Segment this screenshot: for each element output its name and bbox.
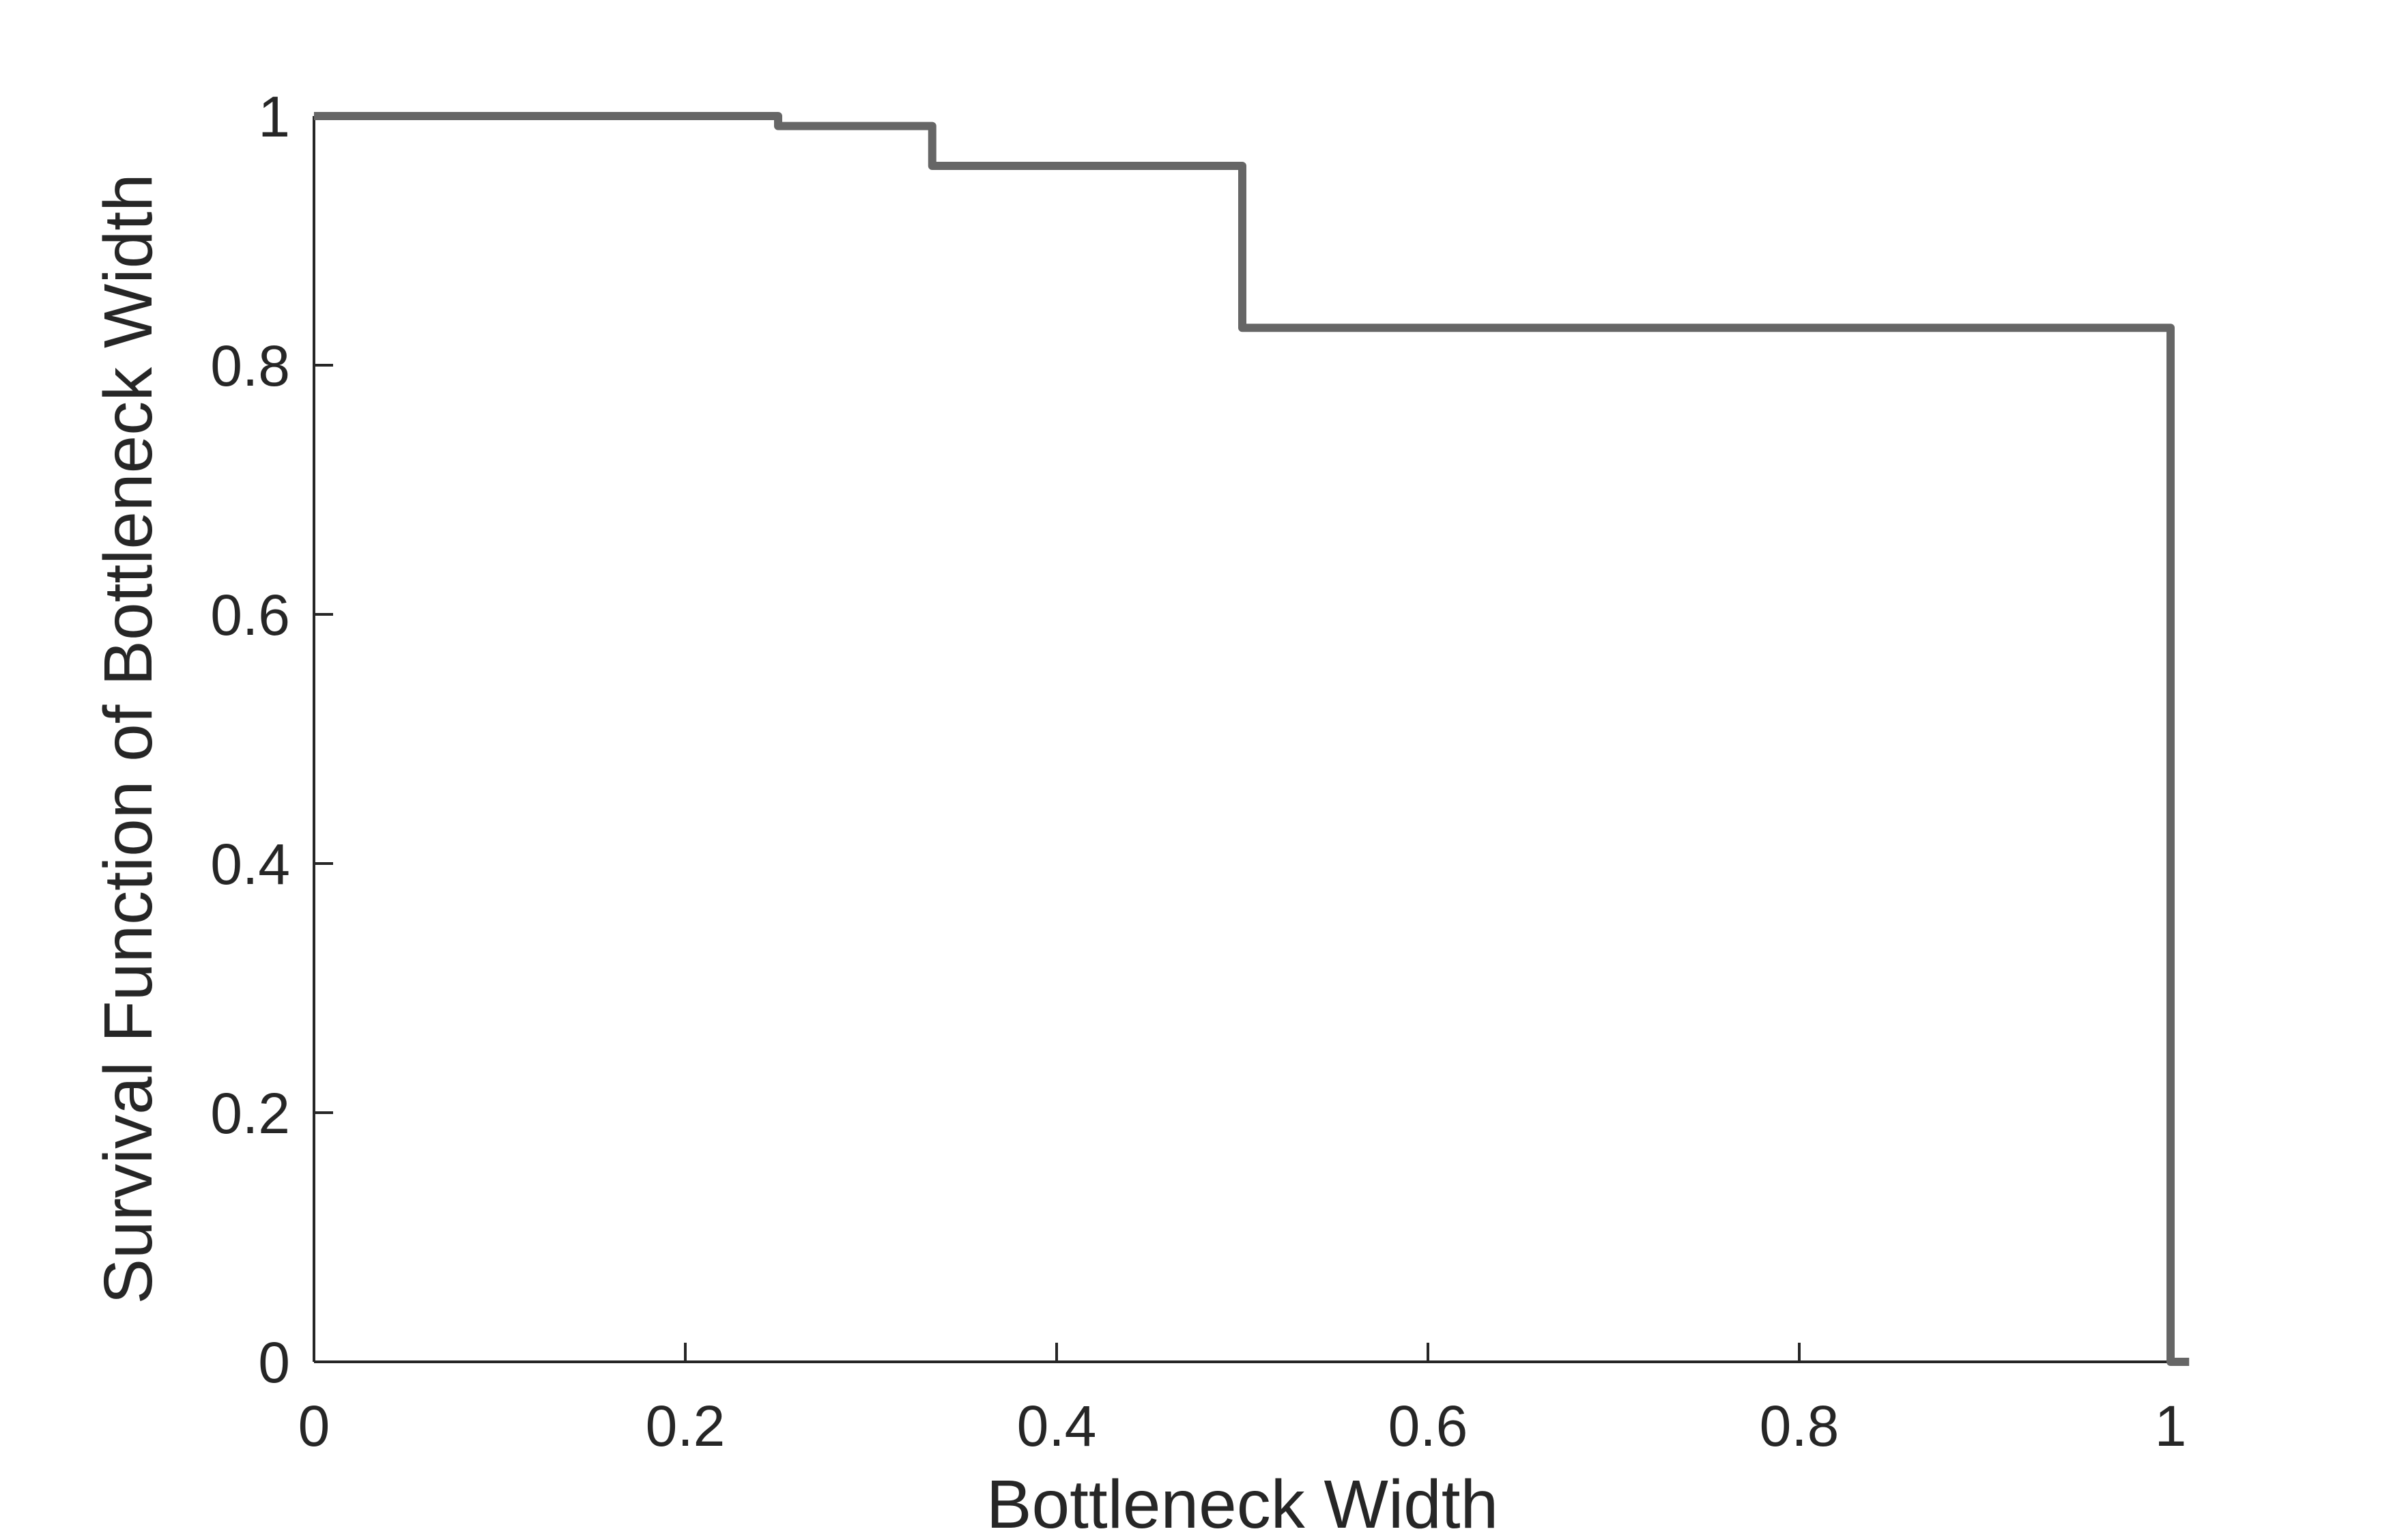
y-tick-label: 1 <box>258 85 290 149</box>
x-tick-label: 1 <box>2155 1394 2187 1458</box>
y-tick-label: 0 <box>258 1330 290 1395</box>
y-ticks: 0 0.2 0.4 0.6 0.8 1 <box>210 85 333 1395</box>
x-tick-label: 0.8 <box>1760 1394 1840 1458</box>
survival-step-line <box>314 112 2190 1366</box>
x-tick-label: 0.6 <box>1388 1394 1468 1458</box>
x-tick-label: 0.4 <box>1017 1394 1097 1458</box>
x-ticks: 0 0.2 0.4 0.6 0.8 1 <box>298 1343 2187 1458</box>
x-tick-label: 0 <box>298 1394 330 1458</box>
y-axis-title: Survival Function of Bottleneck Width <box>90 173 167 1304</box>
y-tick-label: 0.8 <box>210 334 290 398</box>
y-tick-label: 0.6 <box>210 583 290 647</box>
x-axis-title: Bottleneck Width <box>986 1466 1498 1540</box>
axes: 0 0.2 0.4 0.6 0.8 1 0 0.2 0.4 0.6 0.8 1 <box>210 85 2186 1458</box>
y-tick-label: 0.4 <box>210 832 290 896</box>
x-tick-label: 0.2 <box>646 1394 726 1458</box>
y-tick-label: 0.2 <box>210 1081 290 1145</box>
